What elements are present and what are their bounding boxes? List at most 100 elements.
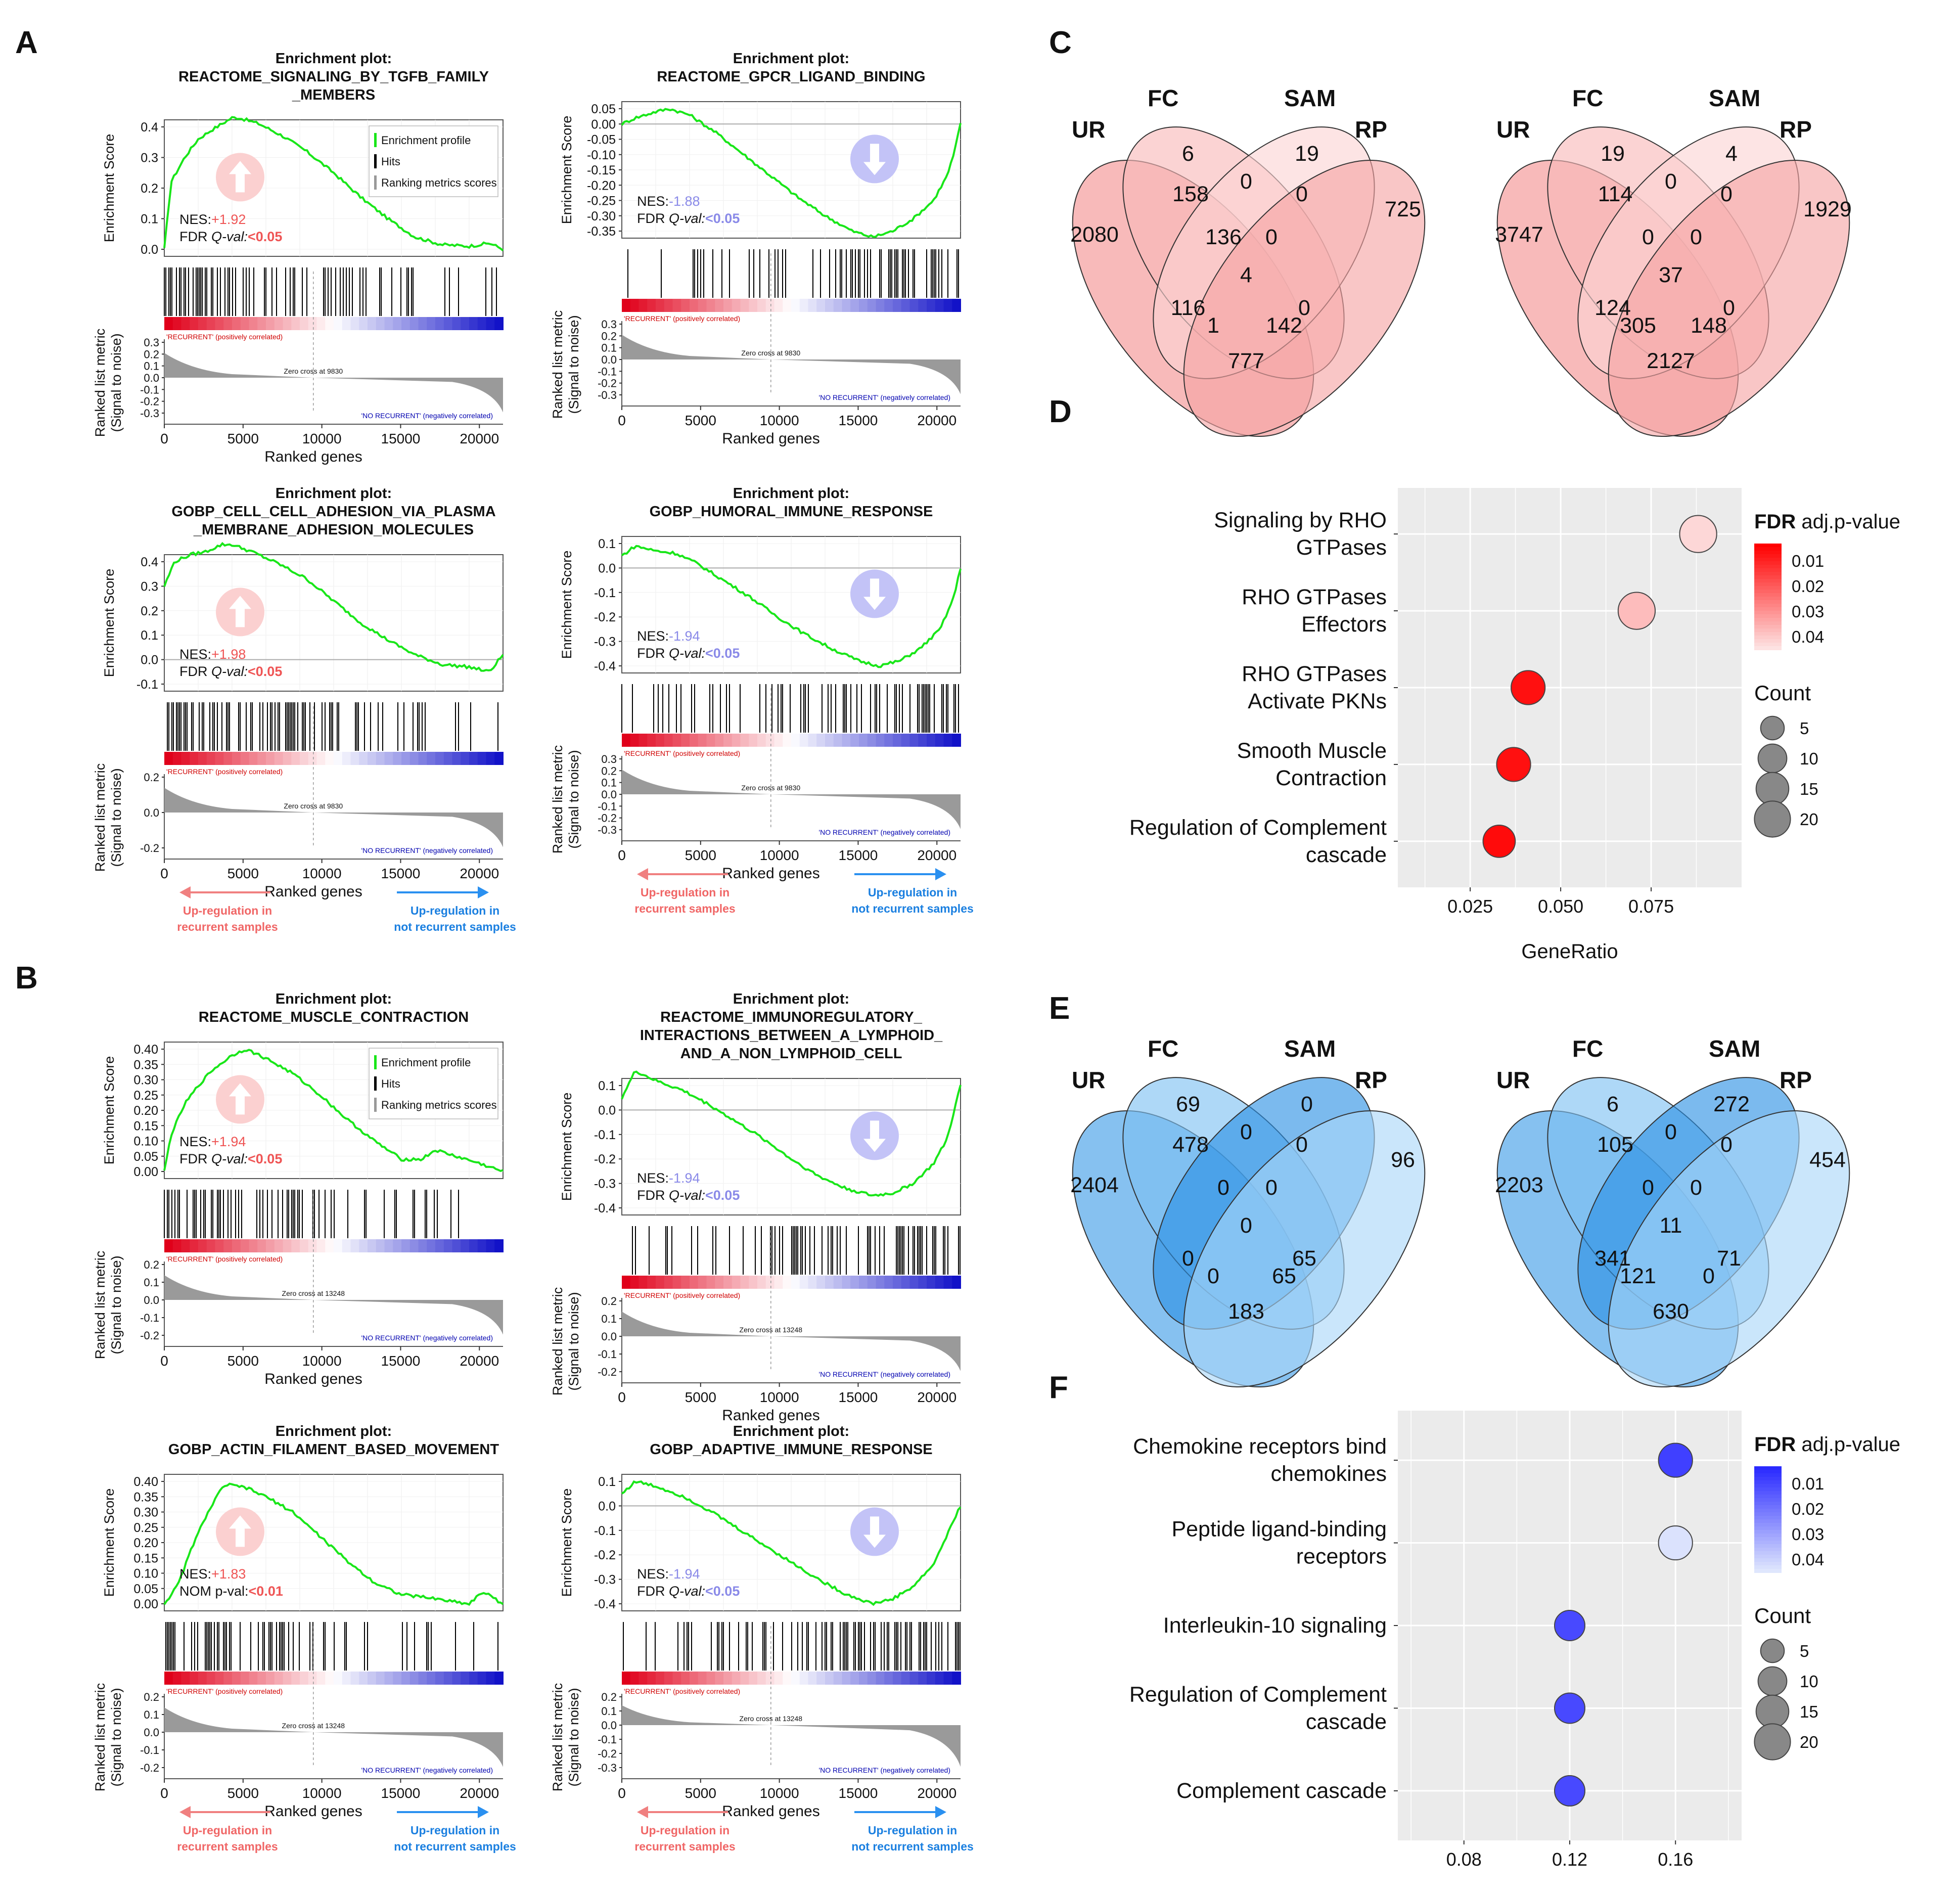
nes-text: NES:+1.83 — [179, 1566, 246, 1582]
rm-axis-label-line: (Signal to noise) — [109, 1688, 124, 1786]
venn-count-ur-fc-sam: 0 — [1642, 225, 1654, 249]
x-tick-label: 20000 — [917, 1785, 956, 1801]
metric-gradient-cell — [334, 317, 343, 330]
x-tick-label: 0 — [160, 1353, 168, 1369]
colorbar-cell — [1754, 1516, 1782, 1520]
metric-gradient-cell — [376, 317, 385, 330]
rm-tick-label: 0.2 — [144, 1691, 159, 1703]
x-tick-label: 0 — [618, 413, 626, 428]
stat-value: <0.05 — [705, 211, 740, 226]
stat-value: <0.01 — [249, 1584, 283, 1599]
x-tick-label: 0.16 — [1658, 1849, 1693, 1870]
metric-gradient-cell — [190, 1672, 199, 1685]
venn-count-fc-sam: 0 — [1240, 169, 1252, 194]
rm-tick-label: -0.3 — [598, 389, 617, 401]
es-tick-label: -0.3 — [594, 1177, 616, 1191]
colorbar-cell — [1754, 639, 1782, 643]
venn-count-ur-sam-rp: 0 — [1298, 296, 1310, 320]
venn-count-ur-fc-rp: 116 — [1171, 296, 1206, 320]
rm-tick-label: 0.2 — [601, 1691, 617, 1703]
es-axis-label: Enrichment Score — [559, 1093, 574, 1201]
metric-gradient-cell — [409, 1239, 419, 1252]
term-label: Signaling by RHO — [1214, 508, 1387, 532]
metric-gradient-cell — [172, 752, 182, 765]
venn-count-fc: 19 — [1601, 142, 1625, 166]
es-curve — [163, 1049, 504, 1173]
metric-gradient-cell — [639, 299, 648, 312]
metric-gradient-cell — [783, 734, 792, 747]
up-regulation-not-recurrent-label: not recurrent samples — [394, 1840, 516, 1853]
x-tick-label: 0 — [618, 847, 626, 863]
metric-gradient-cell — [427, 752, 436, 765]
metric-gradient-cell — [308, 752, 317, 765]
es-axis-label: Enrichment Score — [102, 134, 117, 243]
es-tick-label: 0.10 — [133, 1567, 158, 1581]
x-tick-label: 0.075 — [1628, 896, 1674, 917]
colorbar-cell — [1754, 1526, 1782, 1530]
venn-count-sam: 272 — [1713, 1092, 1750, 1116]
metric-gradient-cell — [257, 1239, 266, 1252]
fdr-tick-label: 0.01 — [1792, 1474, 1824, 1493]
metric-gradient-cell — [706, 1672, 716, 1685]
venn-set-rp — [1608, 1110, 1850, 1388]
es-tick-label: 0.3 — [141, 151, 158, 165]
metric-gradient-cell — [757, 1672, 766, 1685]
metric-gradient-cell — [825, 734, 834, 747]
up-regulation-not-recurrent-label: Up-regulation in — [411, 1824, 499, 1837]
es-tick-label: 0.20 — [133, 1104, 158, 1118]
stat-label: FDR — [637, 1584, 669, 1599]
count-legend-title: Count — [1754, 681, 1811, 705]
es-tick-label: -0.30 — [587, 209, 616, 223]
metric-gradient-cell — [943, 1672, 953, 1685]
recurrent-label: 'RECURRENT' (positively correlated) — [166, 768, 283, 776]
rm-tick-label: -0.2 — [140, 842, 159, 854]
count-tick-label: 10 — [1800, 1672, 1818, 1691]
metric-gradient-cell — [647, 1276, 656, 1289]
es-tick-label: -0.05 — [587, 133, 616, 147]
metric-gradient-cell — [783, 299, 792, 312]
metric-gradient-cell — [808, 734, 817, 747]
venn-set-label: UR — [1496, 116, 1530, 143]
x-tick-label: 10000 — [302, 1353, 342, 1369]
metric-gradient-cell — [401, 752, 411, 765]
metric-gradient-cell — [283, 1672, 292, 1685]
stat-label: FDR — [179, 1151, 211, 1166]
x-tick-label: 15000 — [839, 1389, 878, 1405]
fdr-legend-title: FDR adj.p-value — [1754, 511, 1900, 533]
es-tick-label: 0.30 — [133, 1506, 158, 1520]
es-tick-label: -0.3 — [594, 635, 616, 649]
count-legend-dot — [1760, 715, 1785, 741]
dot-term-2 — [1617, 592, 1656, 630]
dot-term-4 — [1496, 747, 1531, 782]
metric-gradient-cell — [893, 1672, 902, 1685]
es-tick-label: 0.05 — [133, 1150, 158, 1164]
venn-count-ur: 2080 — [1070, 222, 1119, 247]
rm-tick-label: -0.1 — [140, 383, 159, 396]
stat-text: FDR Q-val:<0.05 — [179, 664, 282, 679]
x-tick-label: 0.050 — [1538, 896, 1583, 917]
term-label: cascade — [1306, 1709, 1387, 1734]
colorbar-cell — [1754, 1541, 1782, 1545]
es-tick-label: -0.2 — [594, 610, 616, 624]
up-regulation-recurrent-label: recurrent samples — [177, 1840, 278, 1853]
metric-gradient-cell — [935, 1672, 944, 1685]
metric-gradient-cell — [206, 1239, 216, 1252]
metric-gradient-cell — [325, 1239, 334, 1252]
zero-cross-label: Zero cross at 13248 — [740, 1326, 803, 1334]
metric-gradient-cell — [791, 1672, 800, 1685]
metric-gradient-cell — [622, 1672, 631, 1685]
metric-gradient-cell — [867, 1672, 877, 1685]
x-tick-label: 15000 — [381, 1785, 421, 1801]
gsea-legend: Enrichment profile Hits Ranking metrics sc… — [369, 125, 498, 197]
up-regulation-recurrent-label: Up-regulation in — [641, 1824, 730, 1837]
x-tick-label: 10000 — [760, 1389, 799, 1405]
term-label: Activate PKNs — [1248, 689, 1387, 713]
metric-gradient-cell — [765, 299, 775, 312]
metric-gradient-cell — [283, 317, 292, 330]
metric-gradient-cell — [418, 317, 428, 330]
venn-count-sam: 19 — [1295, 142, 1319, 166]
colorbar-cell — [1754, 1565, 1782, 1569]
venn-count-ur-fc: 158 — [1172, 182, 1209, 206]
metric-gradient-cell — [876, 1672, 885, 1685]
